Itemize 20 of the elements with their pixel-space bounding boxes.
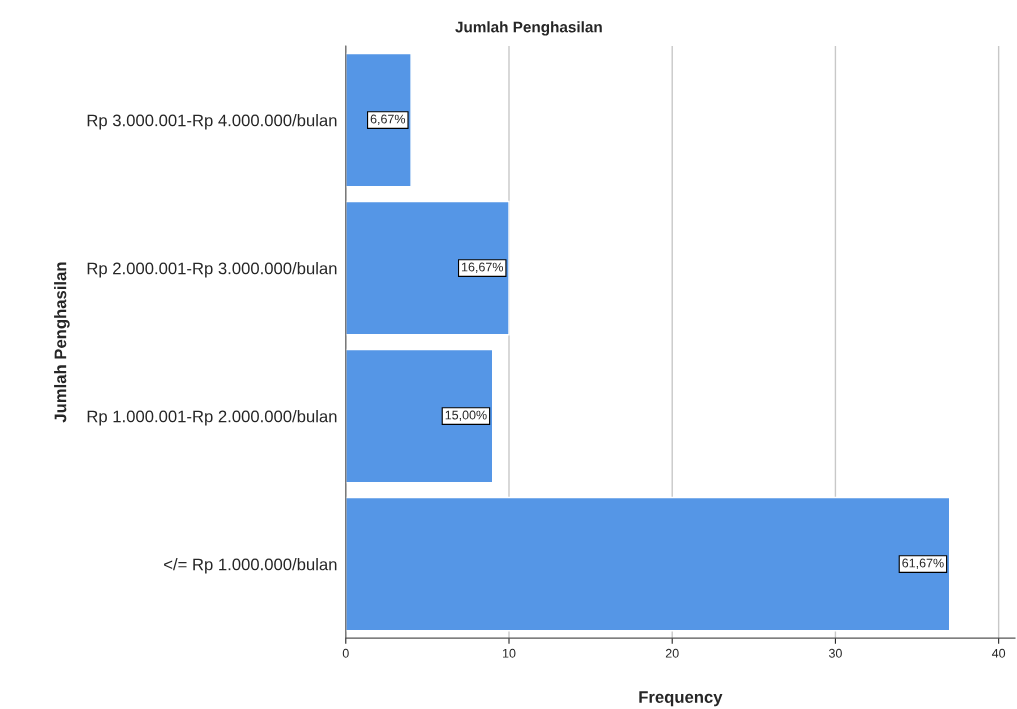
y-tick-label: Rp 3.000.001-Rp 4.000.000/bulan bbox=[87, 114, 337, 130]
bar bbox=[345, 496, 951, 632]
x-tick-label: 0 bbox=[342, 648, 349, 658]
x-tick-label: 10 bbox=[503, 648, 516, 658]
annotation: 16,67% bbox=[462, 262, 503, 273]
x-tick-label: 20 bbox=[665, 648, 679, 658]
x-tick-label: 30 bbox=[828, 648, 842, 658]
x-tick-label: 40 bbox=[991, 648, 1006, 658]
annotation: 6,67% bbox=[370, 114, 406, 125]
y-axis-title: Jumlah Penghasilan bbox=[54, 262, 70, 423]
annotation: 15,00% bbox=[445, 410, 487, 421]
annotation: 61,67% bbox=[902, 558, 944, 569]
y-tick-label: Rp 2.000.001-Rp 3.000.000/bulan bbox=[87, 262, 337, 278]
y-tick-label: Rp 1.000.001-Rp 2.000.000/bulan bbox=[87, 410, 337, 426]
bar bbox=[345, 200, 510, 336]
x-axis-title: Frequency bbox=[639, 691, 723, 707]
bar bbox=[345, 348, 494, 484]
chart-title: Jumlah Penghasilan bbox=[455, 21, 602, 36]
y-tick-label: </= Rp 1.000.000/bulan bbox=[164, 558, 337, 574]
bar bbox=[345, 52, 412, 188]
